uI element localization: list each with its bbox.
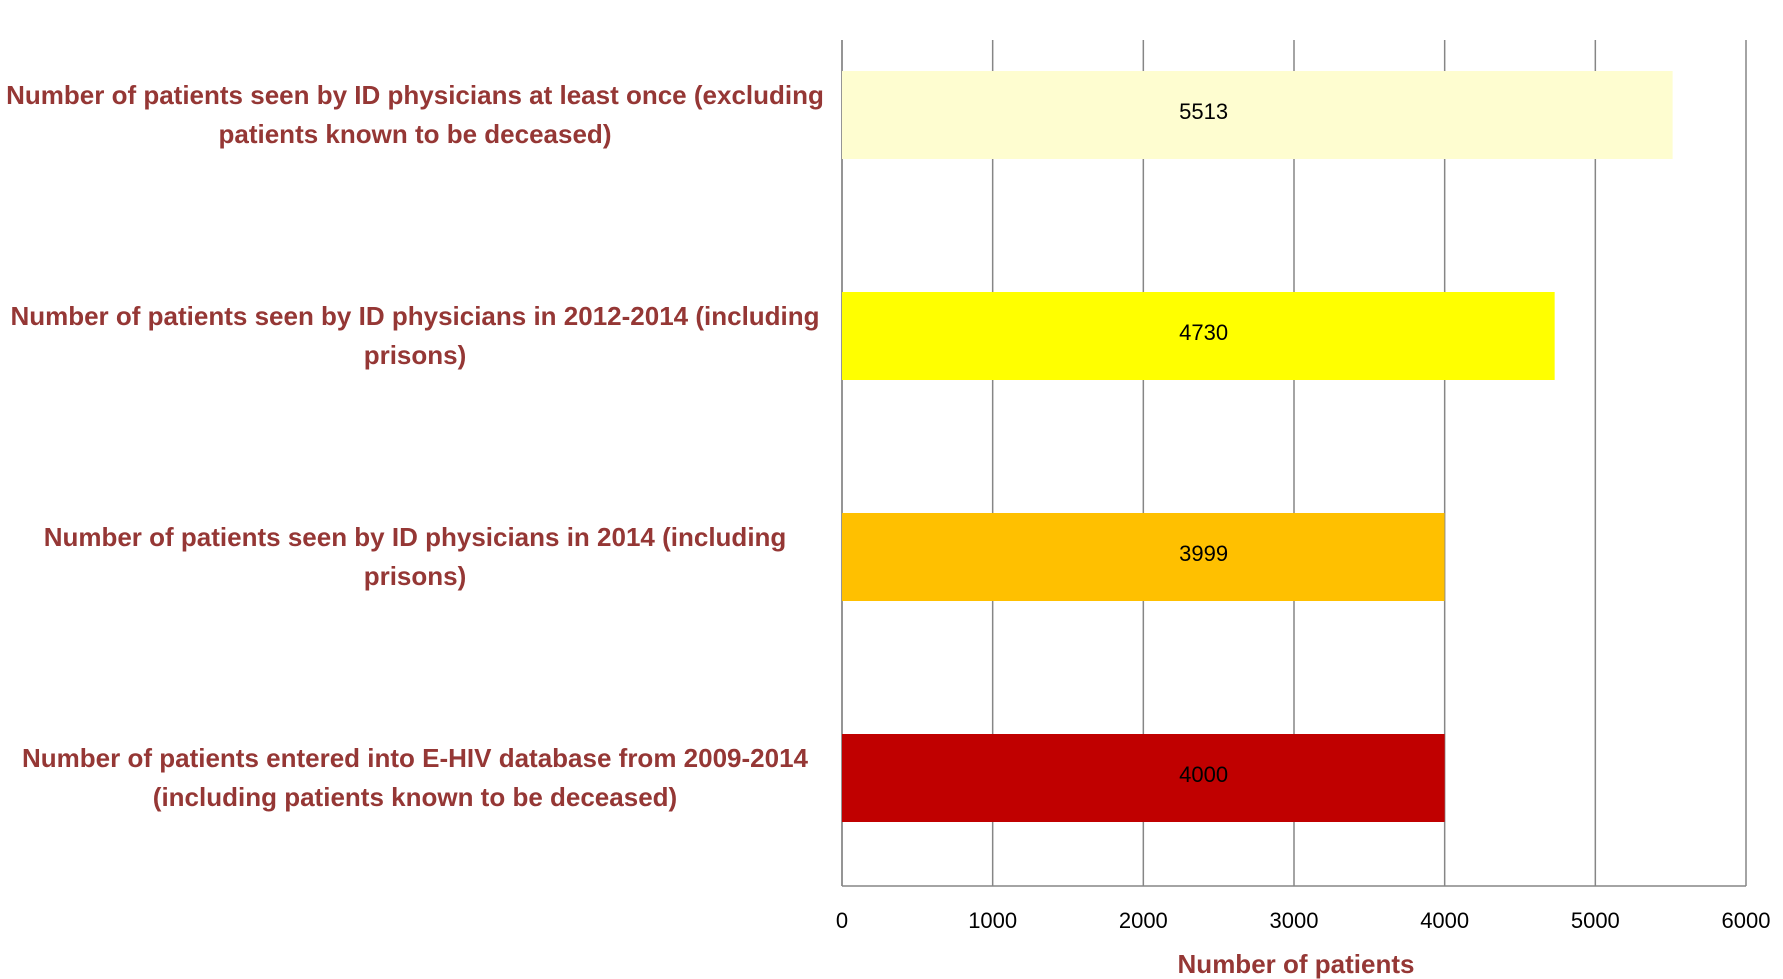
- category-label: Number of patients seen by ID physicians…: [6, 80, 824, 149]
- value-label: 4730: [1179, 320, 1228, 345]
- bar: [842, 734, 1445, 822]
- x-tick-label: 1000: [968, 908, 1017, 933]
- bar: [842, 513, 1445, 601]
- x-tick-label: 4000: [1420, 908, 1469, 933]
- value-label: 3999: [1179, 541, 1228, 566]
- category-label: Number of patients seen by ID physicians…: [43, 522, 787, 591]
- bar: [842, 71, 1673, 159]
- value-label: 5513: [1179, 99, 1228, 124]
- x-axis-label: Number of patients: [1178, 949, 1415, 979]
- value-label: 4000: [1179, 762, 1228, 787]
- bar: [842, 292, 1555, 380]
- x-tick-label: 2000: [1119, 908, 1168, 933]
- x-tick-label: 5000: [1571, 908, 1620, 933]
- x-tick-label: 6000: [1722, 908, 1771, 933]
- category-label: Number of patients entered into E-HIV da…: [22, 743, 808, 812]
- x-tick-label: 3000: [1270, 908, 1319, 933]
- category-label: Number of patients seen by ID physicians…: [10, 301, 820, 370]
- x-tick-label: 0: [836, 908, 848, 933]
